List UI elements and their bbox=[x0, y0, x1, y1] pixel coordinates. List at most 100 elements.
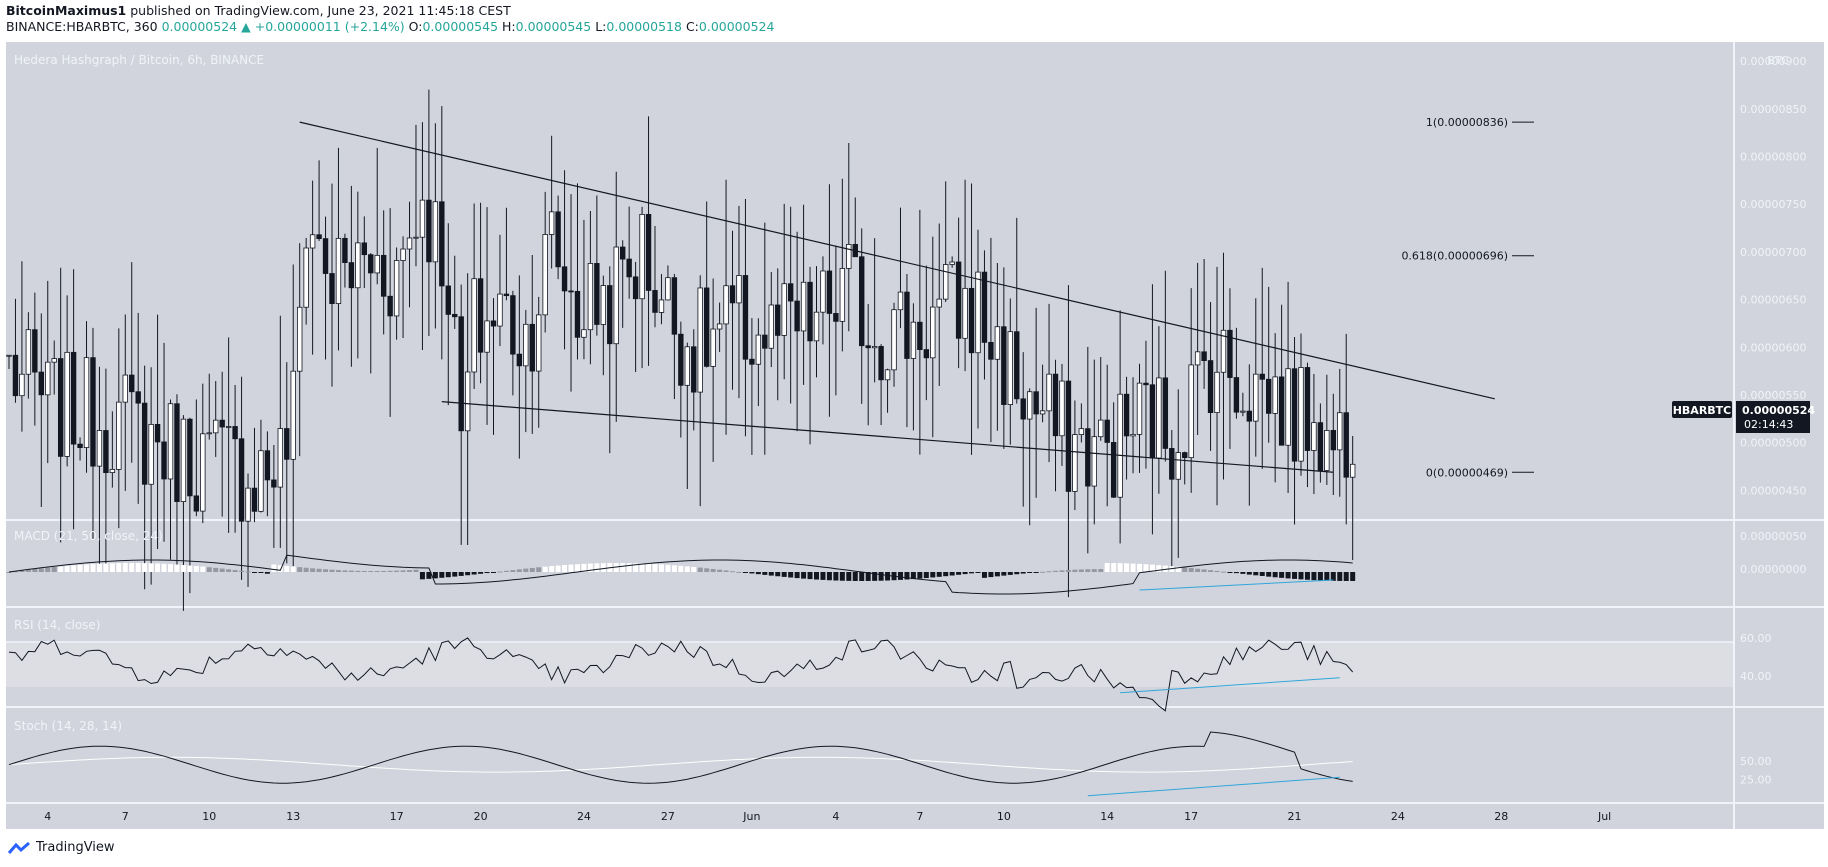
macd-histogram-bar bbox=[742, 572, 748, 573]
candle-body bbox=[626, 258, 632, 278]
candle-body bbox=[335, 237, 342, 304]
macd-histogram-bar bbox=[981, 572, 987, 578]
candle bbox=[355, 191, 361, 359]
candle-body bbox=[1233, 377, 1240, 413]
candle-body bbox=[1123, 393, 1130, 437]
candle-body bbox=[723, 285, 729, 325]
candle-body bbox=[432, 201, 439, 263]
macd-histogram-bar bbox=[936, 572, 942, 577]
candle-body bbox=[1311, 422, 1317, 451]
candle-body bbox=[1143, 382, 1149, 386]
candle bbox=[497, 234, 503, 347]
candle bbox=[607, 266, 613, 454]
candle-body bbox=[374, 254, 380, 274]
candle bbox=[432, 123, 439, 329]
candle bbox=[1033, 307, 1039, 498]
macd-histogram-bar bbox=[58, 566, 64, 572]
macd-histogram-bar bbox=[516, 569, 522, 572]
candle-body bbox=[458, 316, 464, 432]
macd-histogram-bar bbox=[310, 568, 316, 572]
macd-histogram-bar bbox=[355, 570, 361, 572]
macd-histogram-bar bbox=[723, 570, 729, 572]
candle bbox=[296, 243, 303, 457]
macd-histogram-bar bbox=[1053, 570, 1059, 572]
candle bbox=[419, 122, 426, 351]
open-value: 0.00000545 bbox=[422, 19, 499, 34]
candle-body bbox=[581, 329, 587, 338]
rsi-label: RSI (14, close) bbox=[14, 618, 100, 632]
time-tick: Jul bbox=[1597, 810, 1611, 823]
macd-histogram-bar bbox=[465, 572, 471, 576]
macd-histogram-bar bbox=[426, 572, 432, 579]
footer-brand[interactable]: TradingView bbox=[8, 840, 115, 855]
candle-body bbox=[775, 304, 781, 336]
macd-histogram-bar bbox=[1317, 572, 1323, 581]
author-name[interactable]: BitcoinMaximus1 bbox=[6, 3, 127, 18]
time-tick: 13 bbox=[286, 810, 300, 823]
candle bbox=[426, 89, 432, 337]
candle-body bbox=[316, 234, 322, 240]
macd-histogram-bar bbox=[213, 567, 219, 572]
candle-body bbox=[38, 371, 44, 396]
candle bbox=[813, 266, 820, 378]
candle-body bbox=[245, 487, 251, 522]
candle bbox=[516, 275, 523, 459]
macd-histogram-bar bbox=[200, 566, 206, 572]
candle-body bbox=[1337, 412, 1343, 451]
macd-histogram-bar bbox=[1033, 572, 1039, 573]
candle bbox=[77, 437, 83, 461]
candle bbox=[1026, 388, 1033, 526]
high-label: H: bbox=[502, 19, 516, 34]
macd-histogram-bar bbox=[180, 564, 186, 572]
candle bbox=[6, 354, 12, 370]
candle bbox=[652, 226, 658, 328]
price-tag-countdown: 02:14:43 bbox=[1744, 418, 1793, 431]
macd-histogram-bar bbox=[1311, 572, 1317, 581]
macd-histogram-bar bbox=[1246, 572, 1252, 575]
candle bbox=[1052, 359, 1059, 492]
candle bbox=[368, 253, 374, 374]
candle bbox=[691, 329, 697, 431]
candle bbox=[1039, 364, 1046, 423]
open-label: O: bbox=[408, 19, 423, 34]
macd-histogram-bar bbox=[801, 572, 807, 579]
candle-body bbox=[729, 285, 736, 304]
candle-body bbox=[1259, 373, 1265, 380]
macd-histogram-bar bbox=[794, 572, 800, 579]
candle-body bbox=[464, 371, 471, 432]
candle-body bbox=[309, 234, 316, 249]
candle-body bbox=[1052, 373, 1059, 437]
candle bbox=[859, 228, 865, 404]
candle-body bbox=[1130, 433, 1136, 437]
candle-body bbox=[419, 199, 426, 238]
candle-body bbox=[90, 357, 96, 467]
macd-histogram-bar bbox=[1027, 572, 1033, 573]
macd-histogram-bar bbox=[109, 563, 115, 572]
candle-body bbox=[122, 374, 128, 403]
macd-histogram-bar bbox=[1007, 572, 1013, 575]
macd-histogram-bar bbox=[956, 572, 962, 575]
macd-histogram-bar bbox=[814, 572, 819, 580]
candle bbox=[581, 219, 587, 360]
candle bbox=[1169, 430, 1175, 567]
high-value: 0.00000545 bbox=[515, 19, 592, 34]
rsi-tick: 40.00 bbox=[1740, 670, 1772, 683]
candle bbox=[335, 147, 342, 351]
candle-body bbox=[342, 237, 348, 264]
candle bbox=[749, 318, 755, 455]
candle bbox=[723, 179, 729, 435]
macd-histogram-bar bbox=[1046, 571, 1052, 573]
macd-histogram-bar bbox=[691, 566, 697, 572]
candle bbox=[213, 381, 219, 457]
candle-body bbox=[1104, 419, 1110, 443]
macd-histogram-bar bbox=[536, 567, 542, 572]
candle bbox=[1324, 374, 1330, 485]
candle bbox=[632, 261, 639, 373]
macd-tick: 0.00000050 bbox=[1740, 530, 1806, 543]
candle bbox=[865, 303, 871, 426]
candle bbox=[897, 207, 904, 329]
macd-histogram-bar bbox=[885, 572, 891, 581]
rsi-line bbox=[8, 637, 1354, 712]
tradingview-logo-icon bbox=[8, 841, 30, 854]
